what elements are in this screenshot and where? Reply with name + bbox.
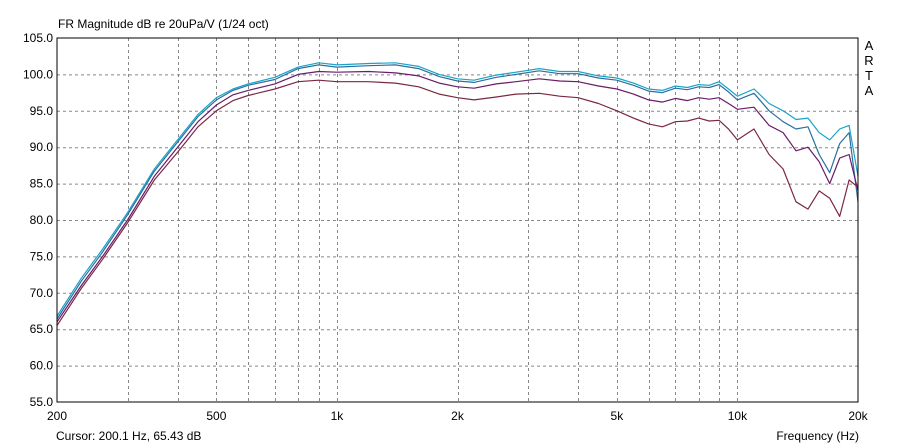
- series-line-2: [56, 64, 859, 320]
- x-tick-label: 2k: [451, 409, 465, 423]
- series-lines: [56, 62, 859, 326]
- y-tick-label: 90.0: [30, 140, 54, 154]
- x-tick-label: 200: [47, 409, 67, 423]
- y-tick-label: 70.0: [30, 286, 54, 300]
- cursor-readout: Cursor: 200.1 Hz, 65.43 dB: [56, 429, 202, 443]
- y-tick-label: 95.0: [30, 104, 54, 118]
- y-tick-label: 55.0: [30, 395, 54, 409]
- brand-logo-text: ARTA: [864, 38, 874, 98]
- x-tick-label: 10k: [728, 409, 748, 423]
- series-line-1: [56, 62, 859, 317]
- x-axis-label: Frequency (Hz): [776, 429, 859, 443]
- y-tick-label: 100.0: [23, 67, 53, 81]
- y-axis-tick-labels: 105.0 100.0 95.0 90.0 85.0 80.0 75.0 70.0 65.0 60…: [23, 31, 53, 409]
- chart-title: FR Magnitude dB re 20uPa/V (1/24 oct): [58, 17, 269, 31]
- x-axis-tick-labels: 200 500 1k 2k 5k 10k 20k: [47, 409, 869, 423]
- x-tick-label: 5k: [611, 409, 625, 423]
- y-tick-label: 80.0: [30, 213, 54, 227]
- x-tick-label: 1k: [331, 409, 345, 423]
- x-tick-label: 500: [206, 409, 226, 423]
- series-line-4: [56, 79, 859, 326]
- y-tick-label: 60.0: [30, 359, 54, 373]
- plot-frame: [56, 37, 859, 403]
- y-tick-label: 65.0: [30, 322, 54, 336]
- grid-lines: [57, 38, 858, 402]
- y-tick-label: 105.0: [23, 31, 53, 45]
- series-line-3: [56, 70, 859, 323]
- y-tick-label: 85.0: [30, 177, 54, 191]
- y-tick-label: 75.0: [30, 249, 54, 263]
- x-tick-label: 20k: [848, 409, 868, 423]
